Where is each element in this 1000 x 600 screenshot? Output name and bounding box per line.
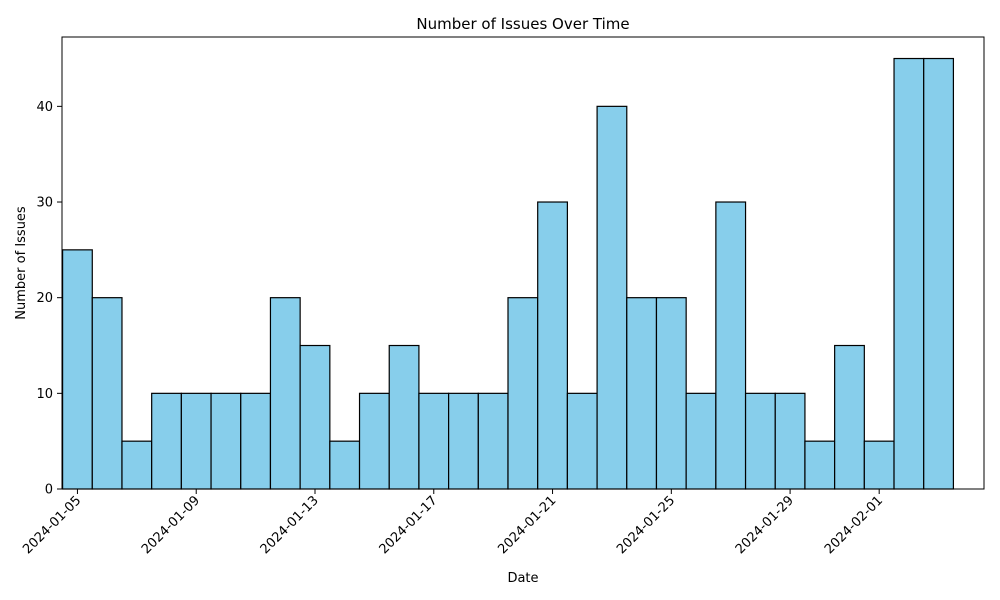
x-axis-ticks: 2024-01-05 2024-01-09 2024-01-13 2024-01-17… [20, 489, 886, 557]
bar-2024-01-08 [151, 392, 182, 490]
bar-2024-01-19 [477, 392, 509, 490]
bar-2024-01-21 [537, 201, 568, 490]
bar-2024-01-27 [715, 201, 747, 490]
x-tick-label: 2024-01-13 [258, 493, 322, 557]
bar-2024-01-12 [269, 297, 301, 490]
bar-2024-01-23 [596, 105, 628, 490]
bars-group [61, 57, 955, 490]
y-tick-label: 0 [45, 483, 53, 498]
bar-2024-01-31 [834, 344, 865, 490]
bar-2024-02-01 [863, 440, 895, 490]
x-tick-label: 2024-01-25 [614, 493, 678, 557]
y-tick-label: 10 [36, 387, 53, 402]
bar-2024-01-24 [626, 297, 658, 490]
bar-2024-01-13 [299, 344, 331, 490]
bar-2024-02-02 [893, 57, 925, 490]
bar-2024-01-06 [91, 297, 123, 490]
x-tick-label: 2024-01-05 [20, 493, 84, 557]
bar-2024-01-07 [121, 440, 153, 490]
bar-2024-01-18 [448, 392, 479, 490]
bar-2024-02-03 [923, 57, 955, 490]
bar-2024-01-20 [507, 297, 539, 490]
bar-2024-01-16 [388, 344, 420, 490]
x-tick-label: 2024-01-09 [139, 493, 203, 557]
chart-title: Number of Issues Over Time [416, 15, 629, 33]
y-tick-label: 30 [36, 196, 53, 211]
x-tick-label: 2024-02-01 [822, 493, 886, 557]
x-tick-label: 2024-01-17 [377, 493, 441, 557]
bar-2024-01-11 [240, 392, 272, 490]
bar-2024-01-15 [358, 392, 390, 490]
bar-2024-01-30 [804, 440, 836, 490]
bar-2024-01-28 [744, 392, 776, 490]
bar-2024-01-09 [180, 392, 212, 490]
bar-2024-01-14 [329, 440, 361, 490]
y-axis-label: Number of Issues [14, 206, 29, 320]
y-axis-ticks: 0 10 20 30 40 [36, 100, 62, 498]
bar-2024-01-29 [774, 392, 806, 490]
bar-2024-01-22 [566, 392, 598, 490]
plot-frame [61, 36, 985, 490]
bar-2024-01-17 [418, 392, 450, 490]
x-axis-label: Date [507, 571, 538, 586]
x-tick-label: 2024-01-21 [495, 493, 559, 557]
bar-2024-01-10 [210, 392, 242, 490]
bar-2024-01-05 [61, 249, 93, 490]
x-tick-label: 2024-01-29 [733, 493, 797, 557]
y-tick-label: 40 [36, 100, 53, 115]
bar-2024-01-25 [655, 297, 687, 490]
bar-2024-01-26 [685, 392, 717, 490]
y-tick-label: 20 [36, 291, 53, 306]
